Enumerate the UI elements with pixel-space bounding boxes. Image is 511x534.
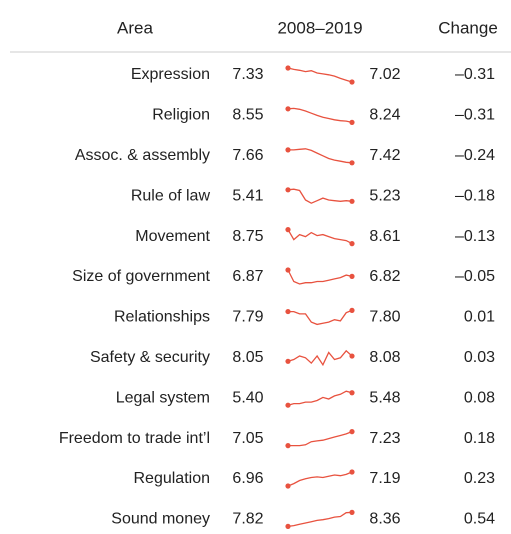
start-value: 5.41 <box>232 187 263 204</box>
end-value: 8.24 <box>369 107 400 124</box>
sparkline-dot <box>349 509 355 515</box>
change-value: –0.24 <box>455 147 495 164</box>
sparkline-dot <box>349 79 355 85</box>
start-value: 8.55 <box>232 107 263 124</box>
sparkline-dot <box>285 65 291 71</box>
area-label: Regulation <box>134 470 211 487</box>
end-value: 7.19 <box>369 470 400 487</box>
start-value: 7.82 <box>232 511 263 528</box>
change-value: –0.31 <box>455 66 495 83</box>
sparkline-dot <box>285 308 291 315</box>
sparkline <box>287 471 353 487</box>
start-value: 7.66 <box>232 147 263 164</box>
start-value: 7.05 <box>232 430 263 447</box>
sparkline-dot <box>349 390 355 396</box>
sparkline <box>288 309 353 326</box>
change-value: 0.18 <box>464 430 495 447</box>
sparkline <box>287 269 353 285</box>
change-value: 0.54 <box>464 511 495 528</box>
start-value: 6.87 <box>232 268 263 285</box>
sparkline-dot <box>285 358 291 364</box>
change-value: –0.31 <box>455 107 495 124</box>
sparkline-dot <box>349 273 355 279</box>
sparkline <box>288 148 353 164</box>
change-value: –0.18 <box>455 187 495 204</box>
header-change: Change <box>438 18 498 37</box>
header-area: Area <box>117 18 153 37</box>
start-value: 6.96 <box>232 470 263 487</box>
sparkline-dot <box>285 267 291 273</box>
end-value: 8.08 <box>369 349 400 366</box>
end-value: 5.48 <box>369 389 400 406</box>
area-label: Movement <box>135 228 210 245</box>
end-value: 8.36 <box>369 511 400 528</box>
sparkline <box>287 390 353 406</box>
sparkline-dot <box>349 469 355 475</box>
sparkline-dot <box>349 241 355 247</box>
sparkline <box>287 229 353 245</box>
sparkline-dot <box>285 443 291 449</box>
sparkline-dot <box>349 198 355 204</box>
sparkline-dot <box>349 429 355 435</box>
area-label: Rule of law <box>131 187 211 204</box>
sparkline <box>288 430 353 447</box>
area-label: Size of government <box>72 268 210 285</box>
start-value: 7.33 <box>232 66 263 83</box>
area-label: Safety & security <box>90 349 210 366</box>
start-value: 7.79 <box>232 309 263 326</box>
area-label: Expression <box>131 66 210 83</box>
sparkline-dot <box>285 227 291 233</box>
sparkline-dot <box>349 160 355 166</box>
change-value: 0.23 <box>464 470 495 487</box>
area-label: Relationships <box>114 309 210 326</box>
change-value: –0.13 <box>455 228 495 245</box>
sparkline <box>287 67 353 83</box>
sparkline <box>287 188 353 204</box>
change-value: 0.08 <box>464 389 495 406</box>
end-value: 7.23 <box>369 430 400 447</box>
header-period: 2008–2019 <box>277 18 362 37</box>
area-label: Legal system <box>116 389 210 406</box>
end-value: 7.02 <box>369 66 400 83</box>
change-value: –0.05 <box>455 268 495 285</box>
end-value: 5.23 <box>369 187 400 204</box>
change-value: 0.03 <box>464 349 495 366</box>
end-value: 7.80 <box>369 309 400 326</box>
end-value: 7.42 <box>369 147 400 164</box>
sparkline-dot <box>285 402 291 408</box>
start-value: 5.40 <box>232 389 263 406</box>
sparkline-dot <box>349 119 355 125</box>
sparkline-dot <box>285 523 291 530</box>
sparkline-dot <box>285 106 291 112</box>
area-label: Assoc. & assembly <box>75 147 210 164</box>
sparkline-dot <box>285 187 291 193</box>
sparkline-dot <box>349 307 355 313</box>
area-label: Sound money <box>111 511 210 528</box>
sparkline-dot <box>349 353 355 359</box>
sparkline <box>287 349 353 367</box>
end-value: 8.61 <box>369 228 400 245</box>
start-value: 8.05 <box>232 349 263 366</box>
sparkline-dot <box>285 147 291 153</box>
end-value: 6.82 <box>369 268 400 285</box>
change-value: 0.01 <box>464 309 495 326</box>
sparkline <box>287 511 353 528</box>
sparkline <box>287 107 353 124</box>
start-value: 8.75 <box>232 228 263 245</box>
sparkline-dot <box>285 483 291 489</box>
area-label: Freedom to trade int’l <box>59 430 210 447</box>
area-label: Religion <box>152 107 210 124</box>
